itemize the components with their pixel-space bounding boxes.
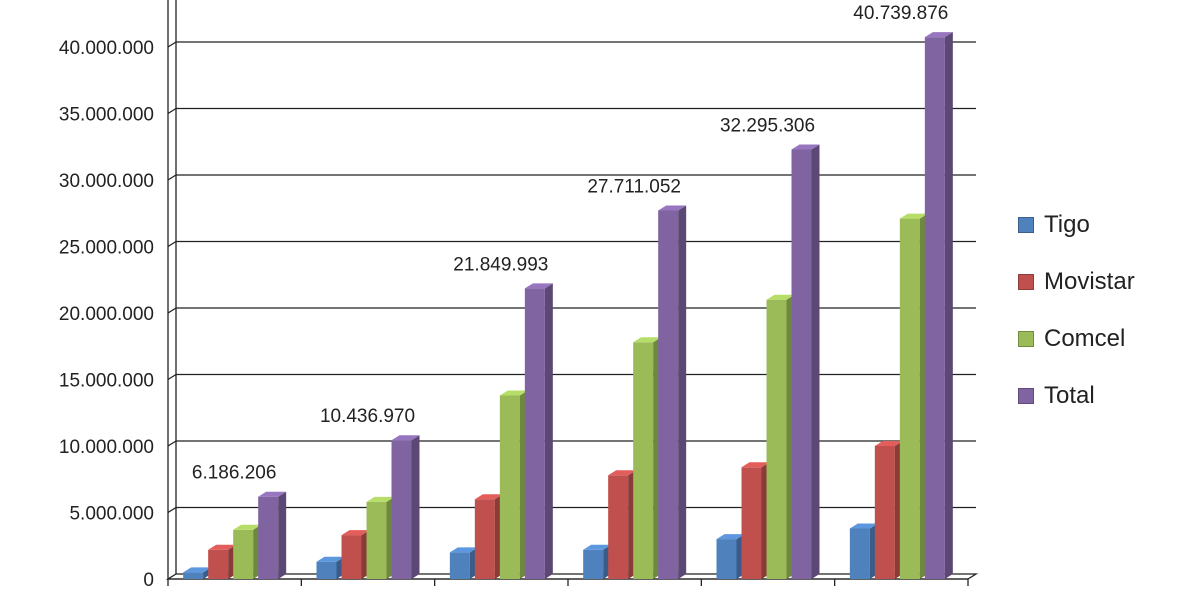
bar	[524, 288, 545, 579]
bar-top	[524, 283, 553, 289]
bar-top	[874, 441, 903, 446]
bar-top	[716, 534, 745, 540]
legend-label-tigo: Tigo	[1044, 210, 1090, 238]
bar	[658, 210, 679, 580]
bar	[924, 37, 945, 579]
bar-side	[278, 491, 287, 579]
bar-top	[449, 547, 478, 553]
bar-top	[391, 435, 420, 441]
legend-item-movistar: Movistar	[1018, 253, 1135, 310]
bar-top	[633, 337, 662, 343]
bar-top	[341, 530, 370, 536]
bar	[316, 561, 337, 579]
bar-top	[183, 567, 212, 573]
gridline-depth	[167, 240, 177, 248]
bar	[258, 496, 279, 579]
bar-top	[474, 494, 503, 500]
bar-top	[583, 544, 612, 550]
bar-top	[849, 523, 878, 529]
bar	[341, 535, 362, 579]
gridline-depth	[167, 506, 177, 514]
y-tick-label: 35.000.000	[59, 105, 154, 126]
y-tick-label: 30.000.000	[59, 171, 154, 192]
y-tick-label: 40.000.000	[59, 38, 154, 59]
bar	[608, 475, 629, 579]
bar-top	[258, 491, 287, 497]
bar	[633, 342, 654, 579]
bar	[233, 529, 254, 579]
bar-side	[411, 435, 420, 579]
legend-label-movistar: Movistar	[1044, 267, 1135, 295]
bar-top	[924, 32, 953, 38]
legend-swatch-tigo	[1018, 216, 1034, 233]
y-tick-label: 0	[143, 570, 154, 591]
bar	[449, 552, 470, 579]
bar-top	[741, 462, 770, 468]
gridline-depth	[167, 41, 177, 48]
gridline-depth	[167, 174, 177, 181]
bar	[474, 499, 495, 579]
legend-swatch-total	[1018, 387, 1034, 404]
legend-swatch-comcel	[1018, 330, 1034, 347]
bar-top	[366, 496, 395, 502]
bar	[791, 149, 812, 580]
bar	[208, 549, 229, 579]
gridline-depth	[167, 373, 177, 381]
legend-label-comcel: Comcel	[1044, 324, 1126, 352]
bar	[583, 549, 604, 579]
y-tick-label: 10.000.000	[59, 437, 154, 458]
legend-swatch-movistar	[1018, 273, 1034, 290]
bar	[741, 467, 762, 579]
bar-top	[608, 470, 637, 476]
bar-top	[499, 390, 528, 396]
bar	[716, 539, 737, 579]
legend-item-tigo: Tigo	[1018, 196, 1135, 253]
data-label: 21.849.993	[453, 254, 548, 275]
legend-item-comcel: Comcel	[1018, 310, 1135, 367]
legend-item-total: Total	[1018, 367, 1135, 424]
bar-top	[791, 144, 820, 150]
bar	[391, 440, 412, 579]
data-label: 27.711.052	[587, 176, 681, 197]
legend-label-total: Total	[1044, 381, 1095, 409]
bar-top	[899, 213, 928, 219]
data-label: 10.436.970	[320, 406, 415, 427]
bar	[874, 446, 895, 579]
bar-top	[233, 524, 262, 530]
bar-top	[658, 205, 687, 211]
bar-side	[544, 283, 553, 579]
y-tick-label: 25.000.000	[59, 238, 154, 259]
bar-side	[811, 144, 820, 580]
bar	[499, 395, 520, 579]
bar-side	[678, 205, 687, 580]
bar-top	[766, 294, 795, 300]
bar	[366, 501, 387, 579]
bar	[766, 299, 787, 579]
y-tick-label: 20.000.000	[59, 304, 154, 325]
legend: Tigo Movistar Comcel Total	[1018, 196, 1135, 424]
bar-top	[208, 544, 237, 550]
gridline-depth	[167, 107, 177, 115]
bar	[899, 218, 920, 579]
bar	[849, 528, 870, 579]
data-label: 6.186.206	[192, 463, 277, 484]
data-label: 40.739.876	[853, 3, 948, 24]
bar-side	[944, 32, 953, 579]
y-tick-label: 5.000.000	[69, 504, 154, 525]
gridline-depth	[167, 440, 177, 447]
bar	[183, 572, 204, 579]
gridline-depth	[167, 307, 177, 314]
data-label: 32.295.306	[720, 115, 815, 136]
y-tick-label: 15.000.000	[59, 371, 154, 392]
bar-top	[316, 556, 345, 562]
